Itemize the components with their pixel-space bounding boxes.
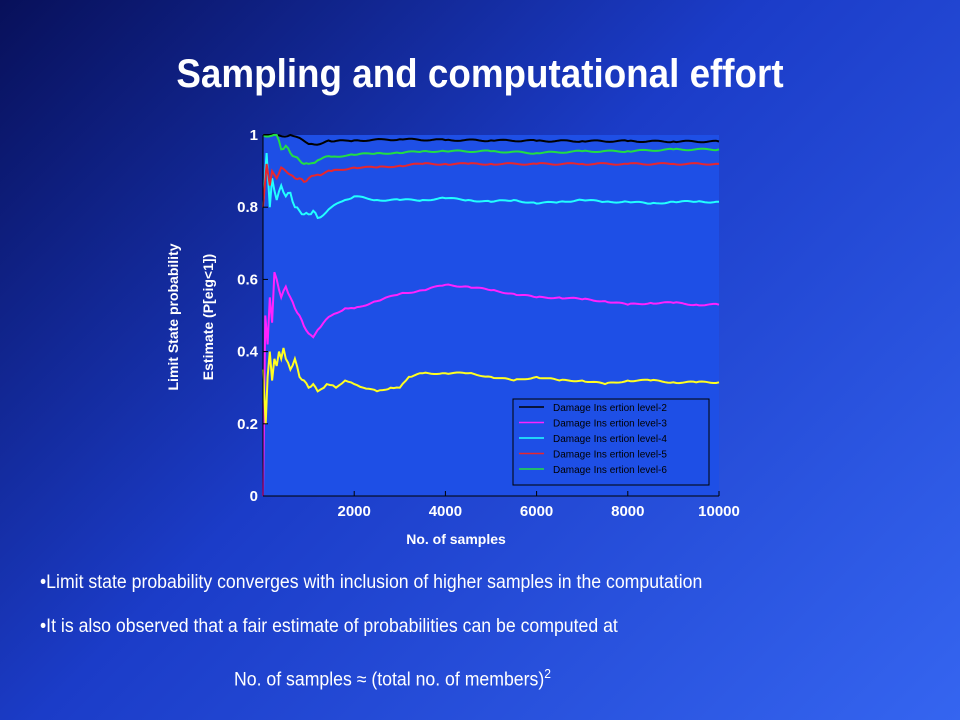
bullet-1: •Limit state probability converges with … <box>40 572 703 593</box>
legend-label-4: Damage Ins ertion level-5 <box>553 450 667 461</box>
legend-label-1: Damage Ins ertion level-2 <box>553 403 667 414</box>
x-ticks: 2000 4000 6000 8000 10000 <box>338 491 740 520</box>
formula-exponent: 2 <box>544 666 551 681</box>
x-tick-label-2: 6000 <box>520 503 553 520</box>
x-tick-label-0: 2000 <box>338 503 371 520</box>
probability-chart: 0 0.2 0.4 0.6 0.8 1 2000 4000 6000 8000 10000 No.… <box>165 127 740 547</box>
x-tick-label-4: 10000 <box>698 503 740 520</box>
formula-left: No. of samples <box>234 669 352 691</box>
y-tick-label-0: 0 <box>250 488 258 505</box>
series-line-4 <box>262 162 720 208</box>
x-tick-label-1: 4000 <box>429 503 462 520</box>
y-axis-label-line1: Limit State probability <box>165 243 181 390</box>
bullet-list: •Limit state probability converges with … <box>40 572 752 660</box>
series-line-1 <box>263 133 720 146</box>
legend-label-2: Damage Ins ertion level-3 <box>553 419 667 430</box>
y-tick-label-5: 1 <box>250 127 258 144</box>
y-ticks: 0 0.2 0.4 0.6 0.8 1 <box>237 127 268 505</box>
approx-symbol: ≈ <box>356 669 367 691</box>
series-line-2 <box>262 271 720 497</box>
y-axis-label-line2: Estimate (P[eig<1]) <box>200 254 216 380</box>
series-line-6 <box>262 347 720 424</box>
legend-label-5: Damage Ins ertion level-6 <box>553 465 667 476</box>
samples-formula: No. of samples ≈ (total no. of members)2 <box>234 666 551 691</box>
bullet-2: •It is also observed that a fair estimat… <box>40 616 618 637</box>
y-tick-label-4: 0.8 <box>237 199 258 216</box>
series-line-5 <box>262 133 720 165</box>
legend: Damage Ins ertion level-2 Damage Ins erti… <box>512 398 710 486</box>
y-tick-label-1: 0.2 <box>237 416 258 433</box>
x-tick-label-3: 8000 <box>611 503 644 520</box>
series-lines <box>262 133 720 497</box>
y-tick-label-2: 0.4 <box>237 344 259 361</box>
legend-box <box>512 398 710 486</box>
y-tick-label-3: 0.6 <box>237 271 258 288</box>
x-axis-label: No. of samples <box>406 531 506 547</box>
legend-label-3: Damage Ins ertion level-4 <box>553 434 667 445</box>
series-line-3 <box>262 153 719 220</box>
formula-right: (total no. of members) <box>371 669 545 691</box>
slide-title: Sampling and computational effort <box>176 52 784 96</box>
